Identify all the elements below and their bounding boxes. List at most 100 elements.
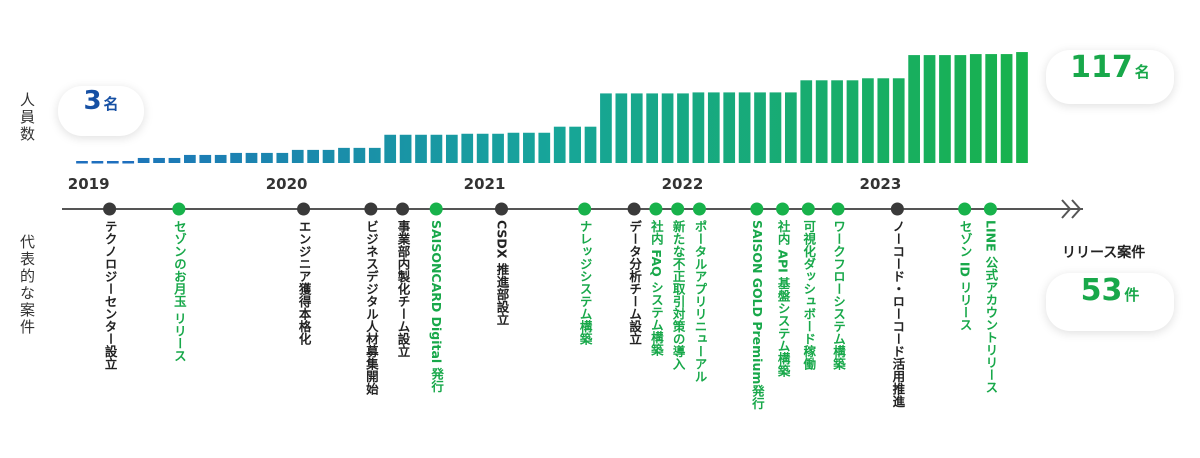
- event-label: 社内 FAQ システム構築: [648, 220, 664, 357]
- event-label: SAISON GOLD Premium発行: [749, 220, 765, 410]
- event-dot: [801, 202, 815, 216]
- start-headcount-badge: 3 名: [58, 86, 144, 136]
- headcount-bar: [291, 149, 304, 163]
- headcount-bar: [831, 80, 843, 163]
- headcount-bar: [261, 152, 273, 163]
- event-label: SAISONCARD Digital 発行: [429, 220, 445, 393]
- headcount-bar: [553, 126, 566, 163]
- headcount-bar: [769, 92, 782, 163]
- headcount-dash: [122, 161, 135, 164]
- headcount-bar: [476, 133, 489, 163]
- end-headcount-badge: 117 名: [1046, 50, 1174, 104]
- headcount-bar: [322, 149, 335, 163]
- headcount-bar: [707, 92, 720, 163]
- headcount-bar: [584, 126, 597, 163]
- headcount-bar: [415, 134, 427, 163]
- headcount-bar: [492, 133, 504, 163]
- year-label: 2023: [859, 175, 902, 193]
- release-count-unit: 件: [1124, 286, 1140, 304]
- headcount-bar: [168, 157, 181, 163]
- event-dot: [364, 202, 378, 216]
- headcount-bar: [507, 132, 520, 163]
- headcount-bar: [600, 93, 612, 163]
- headcount-bar: [307, 149, 320, 163]
- headcount-bar: [677, 93, 689, 163]
- headcount-bar: [908, 55, 920, 164]
- year-label: 2022: [661, 175, 704, 193]
- event-label: ポータルアプリリニューアル: [692, 220, 708, 383]
- event-dot: [396, 202, 410, 216]
- headcount-bars: [76, 52, 1028, 164]
- headcount-bar: [184, 154, 196, 163]
- headcount-bar: [276, 152, 289, 163]
- event-dot: [429, 202, 443, 216]
- headcount-bar: [630, 93, 643, 163]
- headcount-bar: [153, 157, 165, 163]
- event-label: データ分析チーム設立: [627, 220, 643, 345]
- event-dot: [958, 202, 972, 216]
- headcount-bar: [646, 93, 659, 163]
- headcount-bar: [661, 93, 674, 163]
- start-headcount-value: 3: [83, 86, 102, 116]
- year-label: 2021: [463, 175, 506, 193]
- headcount-bar: [199, 154, 212, 163]
- event-dot: [692, 202, 706, 216]
- event-label: テクノロジーセンター設立: [102, 220, 118, 370]
- headcount-dash: [76, 161, 88, 164]
- releases-label: リリース案件: [1062, 245, 1146, 261]
- event-dot: [890, 202, 904, 216]
- headcount-bar: [399, 134, 412, 163]
- headcount-bar: [353, 147, 366, 163]
- headcount-bar: [738, 92, 751, 163]
- headcount-bar: [800, 80, 813, 163]
- headcount-bar: [954, 55, 967, 164]
- headcount-bar: [368, 147, 381, 163]
- year-label: 2020: [265, 175, 308, 193]
- headcount-bar: [892, 78, 905, 163]
- headcount-bar: [461, 133, 474, 163]
- event-dot: [297, 202, 311, 216]
- headcount-bar: [985, 54, 998, 164]
- headcount-bar: [245, 152, 258, 163]
- event-label: 社内 API 基盤システム構築: [775, 220, 791, 378]
- release-count-badge: 53 件: [1046, 273, 1174, 331]
- headcount-bar: [815, 80, 828, 163]
- headcount-dash: [91, 161, 104, 164]
- event-label: セゾン ID リリース: [957, 220, 973, 332]
- event-dot: [671, 202, 685, 216]
- year-label: 2019: [67, 175, 110, 193]
- headcount-bar: [445, 134, 458, 163]
- headcount-bar: [723, 92, 736, 163]
- event-label: ナレッジシステム構築: [577, 220, 593, 345]
- headcount-bar: [538, 132, 551, 163]
- event-dot: [627, 202, 641, 216]
- headcount-bar: [1016, 52, 1028, 163]
- event-dot: [578, 202, 592, 216]
- headcount-bar: [523, 132, 535, 163]
- event-dots: [103, 202, 997, 216]
- headcount-bar: [1000, 54, 1013, 164]
- headcount-bar: [784, 92, 797, 163]
- headcount-bar: [214, 154, 227, 163]
- event-dot: [983, 202, 997, 216]
- headcount-bar: [862, 78, 874, 163]
- event-label: CSDX 推進部設立: [494, 220, 510, 326]
- axis-arrow-icon: [1061, 199, 1072, 219]
- event-label: ワークフローシステム構築: [831, 220, 846, 370]
- event-dot: [649, 202, 663, 216]
- start-headcount-unit: 名: [103, 95, 119, 113]
- headcount-dash: [106, 161, 119, 164]
- event-dot: [831, 202, 845, 216]
- event-label: エンジニア獲得本格化: [296, 220, 312, 345]
- headcount-bar: [923, 55, 936, 164]
- event-label: ノーコード・ローコード活用推進: [890, 220, 906, 408]
- headcount-bar: [230, 152, 242, 163]
- timeline-axis: [62, 199, 1083, 219]
- headcount-axis-label: 人員数: [18, 92, 36, 143]
- end-headcount-value: 117: [1070, 50, 1133, 85]
- release-count-value: 53: [1080, 273, 1123, 308]
- headcount-bar: [569, 126, 581, 163]
- event-label: 新たな不正取引対策の導入: [670, 220, 686, 370]
- event-label: LINE 公式アカウントリリース: [983, 220, 999, 394]
- event-dot: [495, 202, 509, 216]
